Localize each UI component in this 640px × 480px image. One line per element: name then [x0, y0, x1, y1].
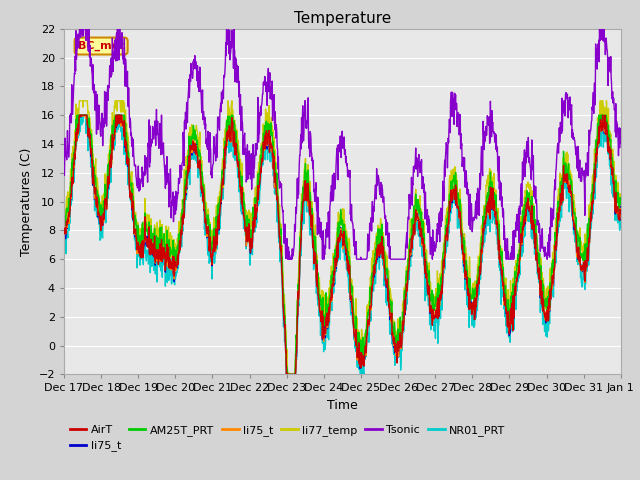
Legend: AirT, li75_t, AM25T_PRT, li75_t, li77_temp, Tsonic, NR01_PRT: AirT, li75_t, AM25T_PRT, li75_t, li77_te… — [70, 425, 506, 451]
Title: Temperature: Temperature — [294, 11, 391, 26]
Text: BC_met: BC_met — [78, 41, 124, 51]
X-axis label: Time: Time — [327, 399, 358, 412]
Y-axis label: Temperatures (C): Temperatures (C) — [20, 147, 33, 256]
